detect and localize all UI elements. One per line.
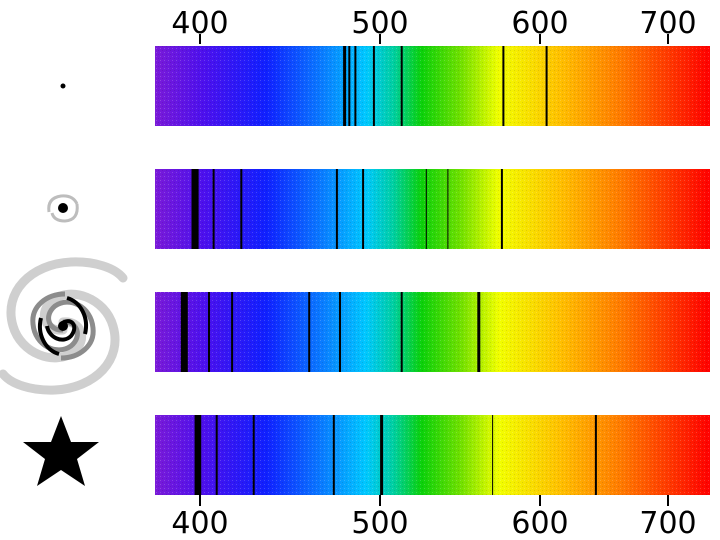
absorption-lines [180,292,481,372]
absorption-line [545,46,548,126]
bottom-axis: 400 500 600 700 [171,495,697,540]
spectrum-band-1 [155,46,710,126]
absorption-line [594,415,597,495]
small-spiral-galaxy-icon [47,194,79,223]
absorption-line [502,46,505,126]
absorption-lines [191,169,503,249]
spectrum-band-2 [155,169,710,249]
absorption-line [354,46,357,126]
absorption-line [425,169,427,249]
absorption-lines [343,46,548,126]
absorption-line [208,292,210,372]
absorption-line [240,169,243,249]
absorption-line [400,46,403,126]
tiny-dot-icon [60,83,66,89]
absorption-line [500,169,503,249]
absorption-lines [194,415,597,495]
star-icon [23,416,99,486]
absorption-line [332,415,335,495]
absorption-line [339,292,341,372]
absorption-line [492,415,494,495]
absorption-line [477,292,481,372]
absorption-line [212,169,215,249]
absorption-line [215,415,218,495]
absorption-line [252,415,255,495]
top-axis: 400 500 600 700 [171,6,697,44]
absorption-line [231,292,234,372]
absorption-line [372,46,375,126]
spectrum-dither [155,292,710,372]
absorption-line [194,415,199,495]
absorption-line [380,415,384,495]
absorption-line [191,169,196,249]
absorption-line [335,169,338,249]
bottom-tick-label-400: 400 [171,506,228,540]
absorption-line [308,292,311,372]
absorption-line [194,169,199,249]
absorption-line [198,415,202,495]
absorption-line [180,292,185,372]
absorption-line [183,292,188,372]
absorption-line [362,169,365,249]
absorption-line [343,46,347,126]
spectrum-band-4 [155,415,710,495]
bottom-tick-label-600: 600 [511,506,568,540]
spectrum-dither [155,415,710,495]
bottom-tick-label-700: 700 [639,506,696,540]
absorption-line [400,292,403,372]
spectrum-dither [155,169,710,249]
large-spiral-galaxy-icon [0,257,128,395]
absorption-line [348,46,351,126]
spectrum-band-3 [155,292,710,372]
spectrum-dither [155,46,710,126]
absorption-line [447,169,449,249]
bottom-tick-label-500: 500 [351,506,408,540]
